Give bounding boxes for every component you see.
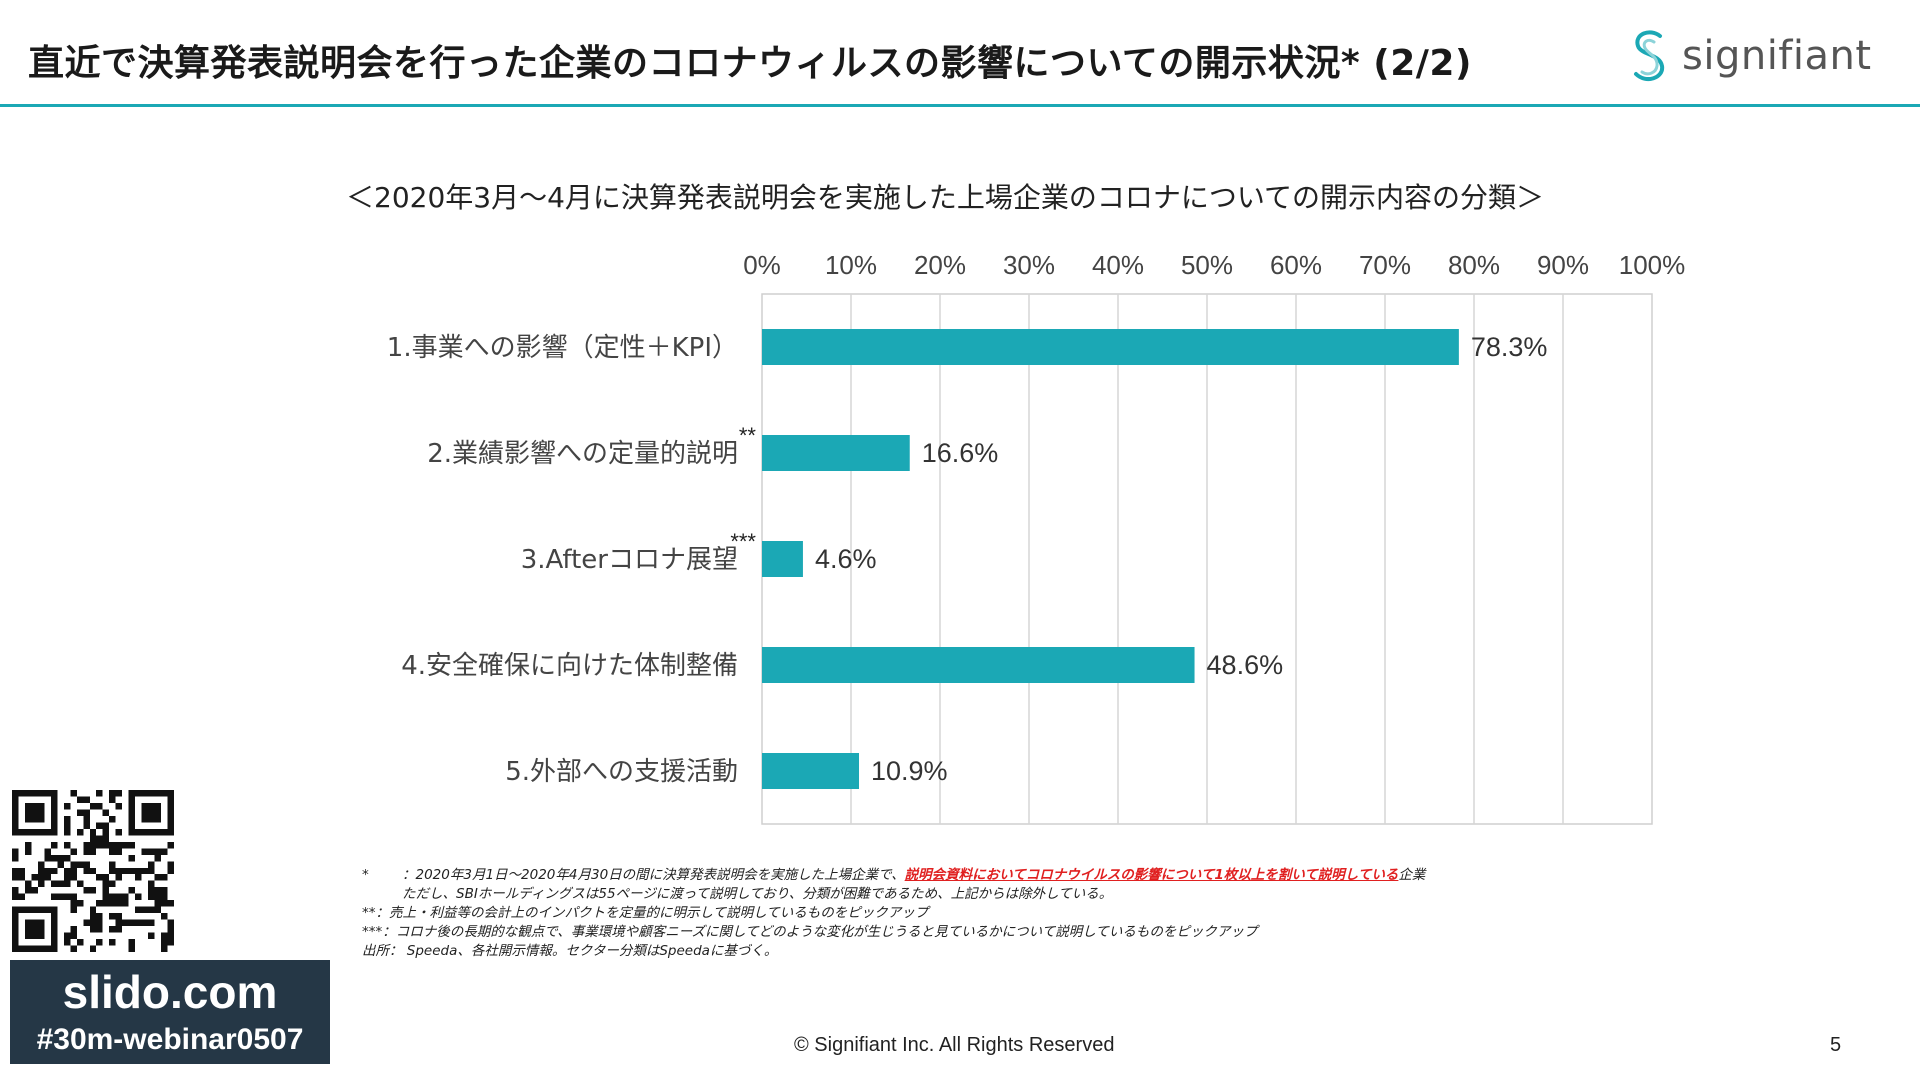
footnote-1: * ：2020年3月1日～2020年4月30日の間に決算発表説明会を実施した上場企…: [362, 866, 1582, 885]
title-divider: [0, 104, 1920, 107]
footnote-1-key: *: [362, 867, 369, 883]
category-label: 4.安全確保に向けた体制整備: [401, 651, 738, 681]
x-tick-label: 20%: [914, 250, 966, 280]
bar-value-label: 48.6%: [1207, 650, 1284, 680]
logo-text: signifiant: [1682, 33, 1872, 79]
footnote-source: 出所： Speeda、各社開示情報。セクター分類はSpeedaに基づく。: [362, 943, 778, 959]
x-tick-label: 80%: [1448, 250, 1500, 280]
footnote-1-suffix: 企業: [1398, 867, 1426, 883]
x-tick-label: 90%: [1537, 250, 1589, 280]
page-number: 5: [1830, 1034, 1842, 1056]
bar-value-label: 16.6%: [922, 438, 999, 468]
slido-domain: slido.com: [62, 966, 278, 1018]
bar-value-label: 10.9%: [871, 756, 948, 786]
signifiant-logo: signifiant: [1628, 24, 1872, 88]
copyright: © Signifiant Inc. All Rights Reserved: [794, 1034, 1115, 1056]
x-tick-label: 40%: [1092, 250, 1144, 280]
x-tick-label: 10%: [825, 250, 877, 280]
slido-banner[interactable]: slido.com #30m-webinar0507: [10, 960, 330, 1064]
category-label: 1.事業への影響（定性＋KPI）: [387, 333, 738, 363]
x-tick-label: 70%: [1359, 250, 1411, 280]
category-label: 2.業績影響への定量的説明: [427, 439, 738, 469]
slido-event-code: #30m-webinar0507: [36, 1023, 304, 1056]
qr-code[interactable]: [12, 790, 174, 952]
signifiant-logo-icon: [1634, 30, 1665, 82]
slide-title: 直近で決算発表説明会を行った企業のコロナウィルスの影響についての開示状況* (2…: [28, 43, 1472, 84]
bar: [762, 541, 803, 577]
footnote-1-continued: ただし、SBIホールディングスは55ページに渡って説明しており、分類が困難である…: [402, 886, 1113, 902]
bar: [762, 753, 860, 789]
category-label: 5.外部への支援活動: [505, 757, 738, 787]
bar-value-label: 4.6%: [815, 544, 877, 574]
bar: [762, 435, 910, 471]
footnotes: * ：2020年3月1日～2020年4月30日の間に決算発表説明会を実施した上場企…: [362, 866, 1582, 961]
x-tick-label: 30%: [1003, 250, 1055, 280]
x-tick-label: 60%: [1270, 250, 1322, 280]
category-label: 3.Afterコロナ展望: [521, 545, 738, 575]
x-tick-label: 50%: [1181, 250, 1233, 280]
bar: [762, 647, 1195, 683]
category-footnote-mark: ***: [730, 529, 756, 554]
footnote-1-highlight: 説明会資料においてコロナウイルスの影響について1枚以上を割いて説明している: [904, 867, 1399, 883]
bar-value-label: 78.3%: [1471, 332, 1548, 362]
x-tick-label: 0%: [743, 250, 781, 280]
chart-title: ＜2020年3月～4月に決算発表説明会を実施した上場企業のコロナについての開示内…: [346, 181, 1545, 214]
footnote-1-text: ：2020年3月1日～2020年4月30日の間に決算発表説明会を実施した上場企業…: [402, 867, 905, 883]
bar: [762, 329, 1459, 365]
footnote-3: ***：コロナ後の長期的な観点で、事業環境や顧客ニーズに関してどのような変化が生…: [362, 924, 1258, 940]
category-footnote-mark: **: [739, 423, 757, 448]
x-tick-label: 100%: [1619, 250, 1686, 280]
footnote-2: **：売上・利益等の会計上のインパクトを定量的に明示して説明しているものをピック…: [362, 905, 929, 921]
